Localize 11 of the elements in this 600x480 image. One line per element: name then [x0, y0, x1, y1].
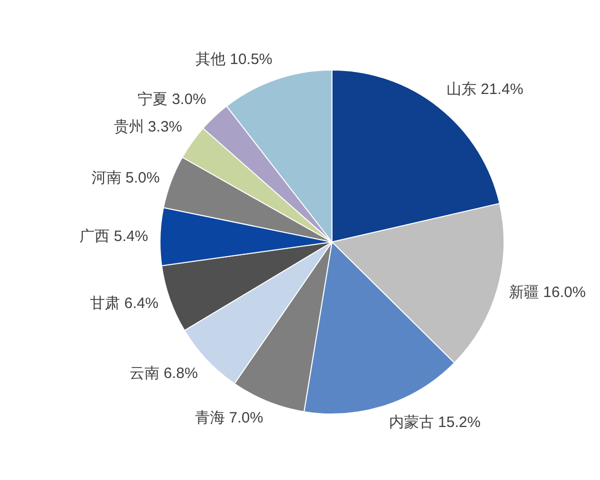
slice-label: 广西 5.4% — [80, 228, 148, 246]
slice-label: 河南 5.0% — [91, 170, 160, 186]
slice-label: 宁夏 3.0% — [138, 90, 206, 108]
slice-label: 云南 6.8% — [130, 364, 198, 382]
slice-label: 甘肃 6.4% — [90, 295, 158, 312]
slice-label: 新疆 16.0% — [509, 284, 586, 302]
slice-label: 内蒙古 15.2% — [388, 414, 481, 431]
slice-label: 山东 21.4% — [446, 81, 524, 98]
slice-label: 青海 7.0% — [194, 410, 264, 427]
slice-label: 贵州 3.3% — [114, 118, 182, 136]
slice-label: 其他 10.5% — [196, 50, 272, 68]
